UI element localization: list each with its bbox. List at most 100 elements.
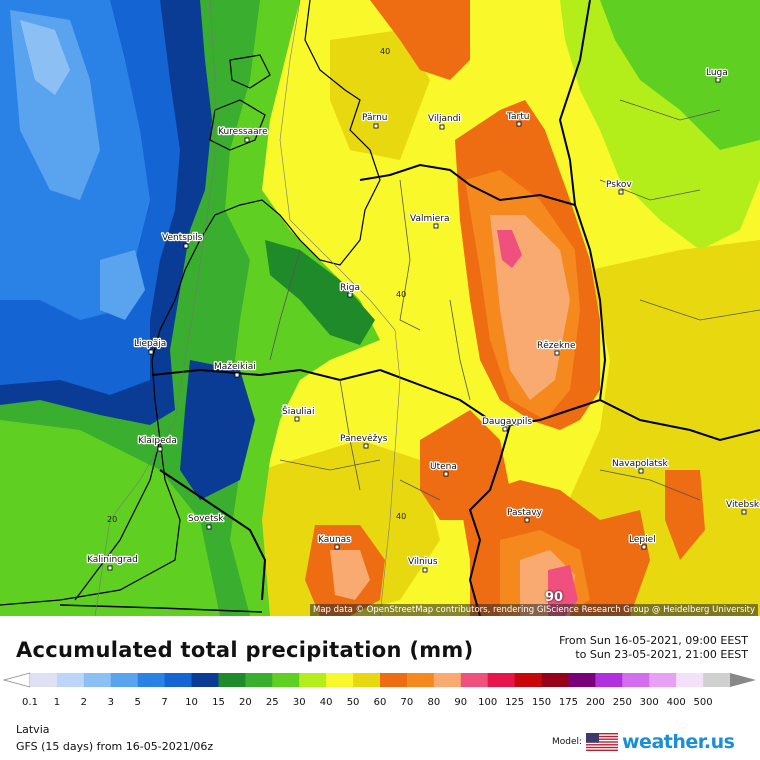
city-label: Panevėžys [340, 434, 388, 444]
legend-swatch [245, 673, 273, 687]
city-marker [107, 565, 113, 571]
city-marker [148, 349, 154, 355]
city-label: Vitebsk [726, 500, 760, 510]
contour-20 [94, 0, 216, 616]
legend-color-bar [2, 672, 756, 688]
hiiumaa-coast [229, 54, 271, 89]
legend-level-label: 60 [373, 697, 387, 708]
legend-swatch [433, 673, 462, 687]
city-label: Riga [340, 283, 360, 293]
legend-swatch [30, 673, 58, 687]
city-label: Luga [706, 68, 728, 78]
city-marker [157, 446, 163, 452]
city-label: Pärnu [362, 113, 388, 123]
coastline [0, 0, 381, 606]
city-label: Kaunas [318, 535, 351, 545]
city-label-halo: Viljandi [428, 114, 461, 124]
contour-label: 40 [380, 47, 390, 56]
city-label: Lepiel [629, 535, 656, 545]
map-attribution[interactable]: Map data © OpenStreetMap contributors, r… [310, 604, 758, 616]
precip-field-east-green-2 [600, 0, 760, 150]
border-kaliningrad-poland [59, 604, 263, 613]
legend-level-label: 0.1 [22, 697, 38, 708]
contour-label: 20 [107, 515, 117, 524]
legend-swatch [272, 673, 300, 687]
legend-swatch [622, 673, 650, 687]
legend-level-label: 175 [558, 697, 578, 708]
weather-us-logo[interactable]: weather.us [622, 731, 735, 753]
city-label-halo: Sovetsk [188, 514, 224, 524]
legend-level-label: 5 [134, 697, 141, 708]
city-label: Sovetsk [188, 514, 224, 524]
legend-level-label: 150 [531, 697, 552, 708]
legend-level-label: 200 [585, 697, 605, 708]
legend-level-label: 2 [80, 697, 88, 708]
city-marker [234, 372, 240, 378]
legend-swatch [487, 673, 516, 687]
legend-level-label: 300 [639, 697, 659, 708]
legend-swatch [83, 673, 112, 687]
city-label: Utena [430, 462, 457, 472]
legend-swatch [380, 673, 408, 687]
peak-value-marker: 90 [545, 590, 564, 605]
city-marker [373, 123, 379, 129]
region-borders [269, 99, 760, 501]
city-label: Daugavpils [482, 417, 532, 427]
legend-swatch [676, 673, 704, 687]
city-label: Mažeikiai [214, 362, 256, 372]
city-label: Liepāja [134, 339, 166, 349]
legend-swatch [406, 673, 435, 687]
city-marker [443, 471, 449, 477]
us-flag-icon [586, 733, 618, 751]
city-label-halo: Ventspils [162, 233, 203, 243]
city-label-halo: Kuressaare [218, 127, 268, 137]
city-label-halo: Pärnu [362, 113, 388, 123]
city-marker [715, 77, 721, 83]
city-marker [516, 121, 522, 127]
legend-level-label: 500 [693, 697, 713, 708]
legend-level-label: 400 [666, 697, 686, 708]
contour-40 [279, 0, 401, 616]
city-marker [433, 223, 439, 229]
legend-swatch [137, 673, 166, 687]
precip-field-3-5-b [100, 250, 145, 320]
legend-level-label: 100 [478, 697, 498, 708]
legend-level-label: 7 [161, 697, 168, 708]
legend-level-label: 15 [212, 697, 225, 708]
city-label: Vilnius [408, 557, 438, 567]
legend-arrow-left [2, 672, 31, 688]
city-label: Viljandi [428, 114, 461, 124]
legend-level-label: 90 [454, 697, 468, 708]
precip-field-40-50-north [330, 30, 430, 160]
city-marker [641, 544, 647, 550]
border-lithuania-kaliningrad [159, 469, 267, 601]
border-estonia-latvia [359, 163, 576, 206]
city-label: Rēzekne [537, 341, 576, 351]
